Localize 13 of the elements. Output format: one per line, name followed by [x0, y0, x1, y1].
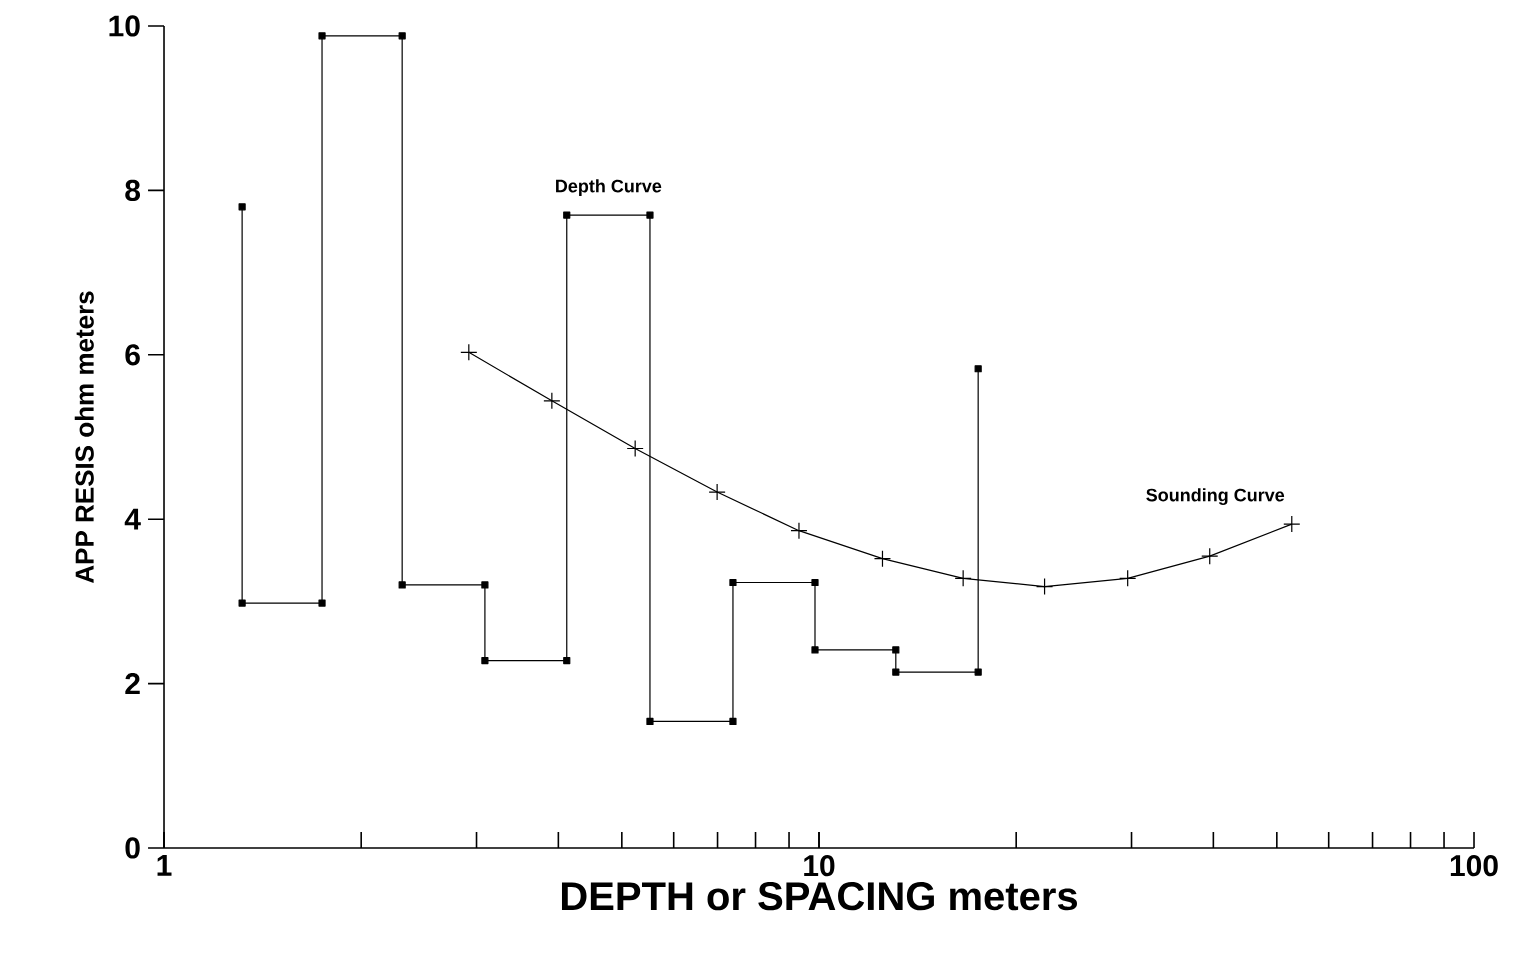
- y-axis-title: APP RESIS ohm meters: [74, 291, 94, 583]
- y-tick-label: 4: [124, 508, 141, 530]
- x-tick-label: 1: [157, 855, 172, 876]
- series-label: Depth Curve: [556, 179, 662, 196]
- x-tick-label: 100: [1450, 855, 1498, 877]
- y-tick-label: 10: [109, 15, 140, 37]
- y-tick-label: 8: [125, 179, 141, 201]
- series-label: Sounding Curve: [1146, 488, 1285, 506]
- x-axis-title: DEPTH or SPACING meters: [561, 882, 1077, 911]
- y-tick-label: 2: [125, 673, 140, 695]
- y-tick-label: 6: [125, 344, 140, 366]
- x-tick-label: 10: [804, 855, 835, 877]
- y-tick-label: 0: [125, 837, 140, 859]
